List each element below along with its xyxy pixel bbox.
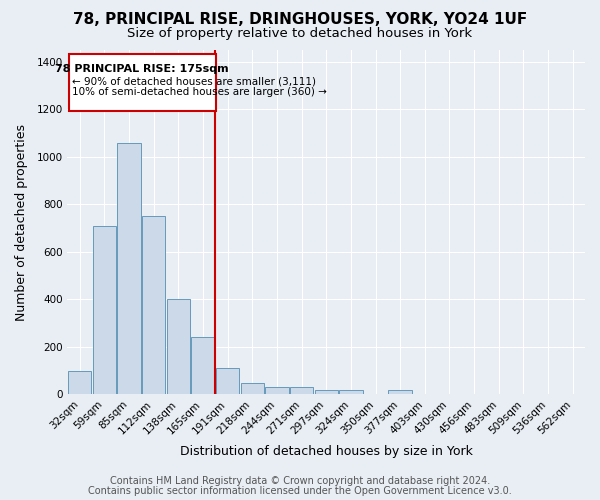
Text: 10% of semi-detached houses are larger (360) →: 10% of semi-detached houses are larger (… xyxy=(71,87,326,97)
Text: Size of property relative to detached houses in York: Size of property relative to detached ho… xyxy=(127,28,473,40)
Text: Contains HM Land Registry data © Crown copyright and database right 2024.: Contains HM Land Registry data © Crown c… xyxy=(110,476,490,486)
Text: ← 90% of detached houses are smaller (3,111): ← 90% of detached houses are smaller (3,… xyxy=(71,76,316,86)
Bar xyxy=(314,390,338,394)
Bar xyxy=(388,390,412,394)
FancyBboxPatch shape xyxy=(68,54,216,110)
Y-axis label: Number of detached properties: Number of detached properties xyxy=(15,124,28,320)
Bar xyxy=(290,388,313,394)
Bar xyxy=(216,368,239,394)
Text: Contains public sector information licensed under the Open Government Licence v3: Contains public sector information licen… xyxy=(88,486,512,496)
Bar xyxy=(118,142,141,394)
Bar xyxy=(68,370,91,394)
Bar xyxy=(265,388,289,394)
Text: 78, PRINCIPAL RISE, DRINGHOUSES, YORK, YO24 1UF: 78, PRINCIPAL RISE, DRINGHOUSES, YORK, Y… xyxy=(73,12,527,28)
Bar xyxy=(93,226,116,394)
Bar xyxy=(241,382,264,394)
Text: 78 PRINCIPAL RISE: 175sqm: 78 PRINCIPAL RISE: 175sqm xyxy=(55,64,229,74)
Bar xyxy=(191,338,215,394)
Bar xyxy=(339,390,362,394)
Bar xyxy=(142,216,166,394)
X-axis label: Distribution of detached houses by size in York: Distribution of detached houses by size … xyxy=(180,444,473,458)
Bar xyxy=(167,300,190,394)
